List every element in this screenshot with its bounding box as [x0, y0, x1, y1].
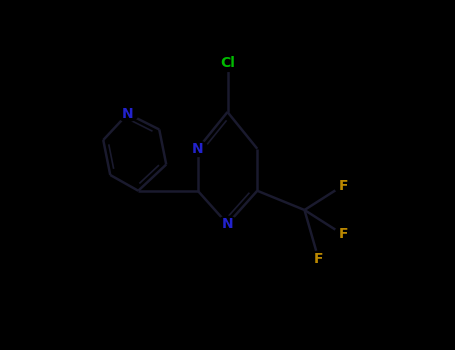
- Ellipse shape: [117, 106, 138, 121]
- Ellipse shape: [310, 251, 327, 267]
- Ellipse shape: [334, 227, 352, 242]
- Text: N: N: [222, 217, 233, 231]
- Text: F: F: [314, 252, 323, 266]
- Text: F: F: [338, 228, 348, 241]
- Ellipse shape: [187, 141, 208, 156]
- Text: N: N: [192, 142, 203, 156]
- Text: N: N: [122, 107, 134, 121]
- Text: Cl: Cl: [220, 56, 235, 70]
- Ellipse shape: [334, 178, 352, 193]
- Ellipse shape: [217, 216, 238, 232]
- Ellipse shape: [215, 55, 240, 71]
- Text: F: F: [338, 178, 348, 192]
